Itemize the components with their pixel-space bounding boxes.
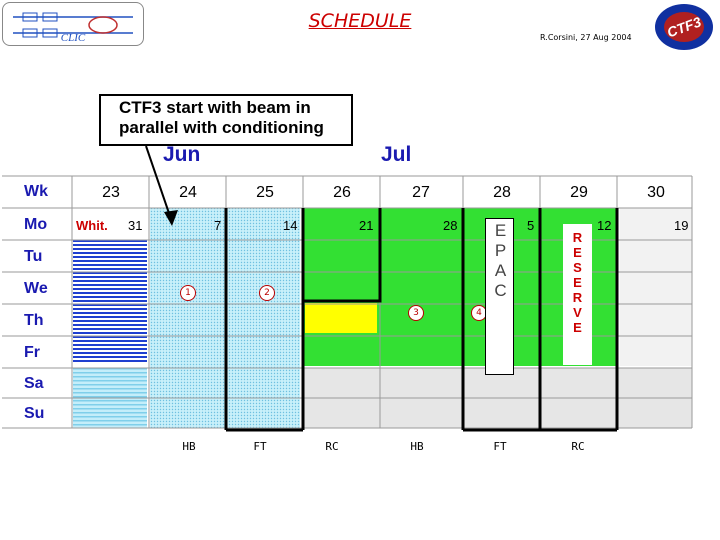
callout-line2: parallel with conditioning — [119, 118, 324, 137]
monday-date: 7 — [214, 218, 222, 233]
reserve-letter: R — [572, 290, 583, 305]
epac-letter: P — [494, 241, 507, 260]
week-number: 25 — [256, 184, 274, 201]
epac-letter: A — [494, 261, 507, 280]
reserve-box: R E S E R V E — [563, 224, 592, 365]
reserve-letter: E — [573, 275, 582, 290]
week-number: 27 — [412, 184, 430, 201]
monday-date: 19 — [674, 218, 689, 233]
ctf3-logo: CTF3 — [653, 2, 715, 52]
author-credit: R.Corsini, 27 Aug 2004 — [540, 33, 632, 42]
row-label-thursday: Th — [24, 312, 44, 329]
clic-logo-text: CLIC — [61, 32, 86, 44]
month-label-jul: Jul — [381, 143, 412, 166]
monday-date: 14 — [283, 218, 298, 233]
reserve-letter: S — [573, 260, 582, 275]
row-label-tuesday: Tu — [24, 248, 43, 265]
whit-holiday-label: Whit. — [76, 218, 108, 233]
reserve-letter: R — [572, 230, 583, 245]
row-label-saturday: Sa — [24, 375, 44, 392]
monday-date: 12 — [597, 218, 612, 233]
week26-thursday-yellow — [305, 303, 377, 333]
bottom-label: HB — [182, 440, 196, 453]
week-number: 29 — [570, 184, 588, 201]
page-title: SCHEDULE — [308, 10, 412, 32]
epac-letter: E — [494, 221, 507, 240]
row-label-sunday: Su — [24, 405, 45, 422]
callout-line1: CTF3 start with beam in — [119, 98, 311, 117]
bottom-label: RC — [571, 440, 585, 453]
week-number: 24 — [179, 184, 197, 201]
week23-busy-block — [73, 240, 147, 364]
row-label-wednesday: We — [24, 280, 48, 297]
monday-date: 31 — [128, 218, 143, 233]
bottom-label: FT — [493, 440, 507, 453]
marker-1: 1 — [180, 285, 196, 301]
reserve-letter: E — [573, 320, 582, 335]
marker-3: 3 — [408, 305, 424, 321]
monday-date: 28 — [443, 218, 458, 233]
week-number: 30 — [647, 184, 665, 201]
epac-box: E P A C — [485, 218, 514, 375]
bottom-label: HB — [410, 440, 424, 453]
row-label-friday: Fr — [24, 344, 40, 361]
epac-letter: C — [494, 281, 507, 300]
reserve-letter: E — [573, 245, 582, 260]
week-number: 26 — [333, 184, 351, 201]
marker-2: 2 — [259, 285, 275, 301]
reserve-letter: V — [573, 305, 582, 320]
month-label-jun: Jun — [163, 143, 201, 166]
clic-logo: CLIC — [2, 2, 144, 46]
row-label-week: Wk — [24, 183, 48, 200]
bottom-label: RC — [325, 440, 339, 453]
week30-block — [620, 208, 692, 366]
week-number: 23 — [102, 184, 120, 201]
week-number: 28 — [493, 184, 511, 201]
monday-date: 21 — [359, 218, 374, 233]
bottom-label: FT — [253, 440, 267, 453]
monday-date: 5 — [527, 218, 535, 233]
callout-box: CTF3 start with beam in parallel with co… — [99, 94, 353, 146]
row-label-monday: Mo — [24, 216, 48, 233]
